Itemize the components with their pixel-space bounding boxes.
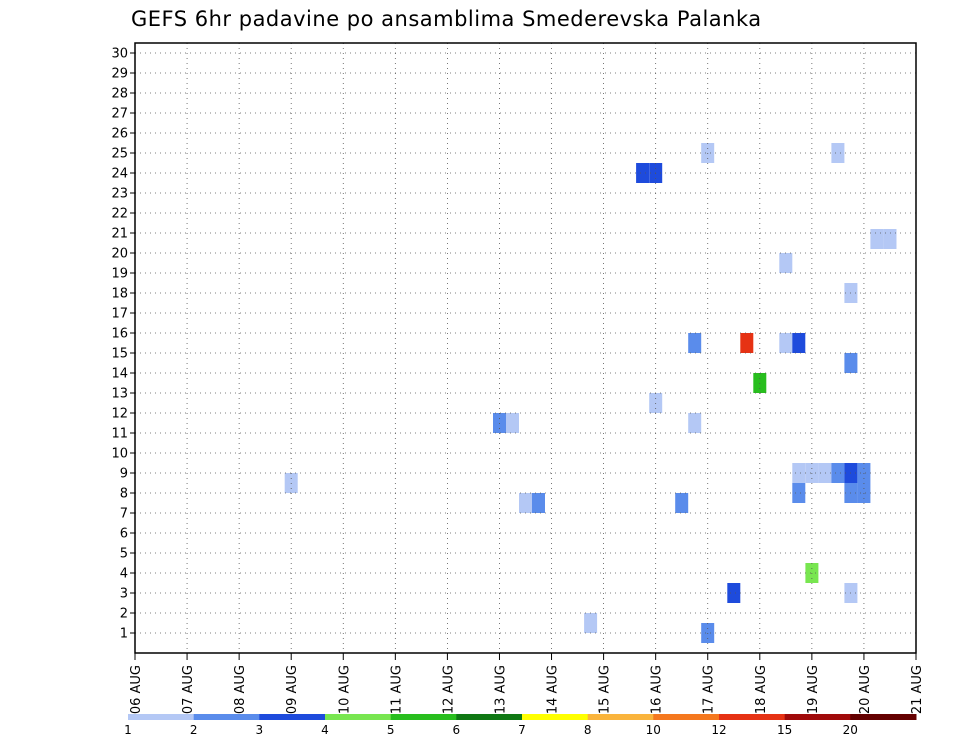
y-tick-label: 5 (120, 547, 128, 562)
precip-cell (779, 333, 793, 353)
y-tick-label: 23 (111, 187, 128, 202)
colorbar-label: 15 (777, 723, 792, 737)
x-tick-label: 11 AUG (389, 665, 404, 714)
x-tick-label: 18 AUG (754, 665, 769, 714)
colorbar-label: 6 (452, 723, 460, 737)
y-tick-label: 30 (111, 47, 128, 62)
y-tick-label: 16 (111, 327, 128, 342)
y-tick-label: 7 (120, 507, 128, 522)
y-tick-label: 19 (111, 267, 128, 282)
y-tick-label: 4 (120, 567, 128, 582)
plot-frame (134, 42, 917, 654)
colorbar-swatch (193, 714, 260, 720)
colorbar-swatch (128, 714, 195, 720)
precip-cell (870, 229, 884, 249)
x-tick-label: 21 AUG (910, 665, 925, 714)
y-tick-label: 14 (111, 367, 128, 382)
precip-cell (519, 493, 532, 513)
x-tick-label: 12 AUG (441, 665, 456, 714)
y-tick-label: 18 (111, 287, 128, 302)
precip-cell (688, 333, 702, 353)
y-tick-label: 21 (111, 227, 128, 242)
x-tick-label: 13 AUG (493, 665, 508, 714)
y-tick-label: 12 (111, 407, 128, 422)
x-tick-label: 10 AUG (337, 665, 352, 714)
x-axis: 06 AUG 07 AUG 08 AUG 09 AUG 10 AUG 11 AUG 12 A… (129, 653, 925, 714)
y-tick-label: 3 (120, 587, 128, 602)
x-tick-label: 19 AUG (806, 665, 821, 714)
precip-cell (883, 229, 897, 249)
colorbar-label: 2 (190, 723, 198, 737)
y-tick-label: 28 (111, 87, 128, 102)
colorbar-label: 7 (518, 723, 526, 737)
grid-layer (135, 43, 916, 653)
y-tick-label: 11 (111, 427, 128, 442)
y-tick-label: 8 (120, 487, 128, 502)
y-tick-label: 26 (111, 127, 128, 142)
precip-cell (740, 333, 754, 353)
y-axis: 1234567891011121314151617181920212223242… (111, 47, 135, 642)
y-tick-label: 1 (120, 627, 128, 642)
x-tick-label: 16 AUG (650, 665, 665, 714)
x-tick-label: 07 AUG (181, 665, 196, 714)
colorbar-swatch (390, 714, 457, 720)
precip-cell (844, 353, 858, 373)
colorbar-swatch (784, 714, 851, 720)
y-tick-label: 2 (120, 607, 128, 622)
precip-cell (779, 253, 793, 273)
precip-cell (506, 413, 519, 433)
colorbar: 1 2 3 4 5 6 7 8 10 12 15 20 (124, 714, 917, 737)
x-tick-label: 06 AUG (129, 665, 144, 714)
colorbar-label: 8 (584, 723, 592, 737)
colorbar-label: 4 (321, 723, 329, 737)
precip-cell (792, 333, 806, 353)
y-tick-label: 10 (111, 447, 128, 462)
colorbar-label: 3 (255, 723, 263, 737)
colorbar-swatch (522, 714, 589, 720)
colorbar-label: 5 (387, 723, 395, 737)
colorbar-label: 10 (646, 723, 661, 737)
precip-cell (636, 163, 650, 183)
colorbar-swatch (456, 714, 523, 720)
precip-cell (792, 483, 806, 503)
precip-cell (584, 613, 598, 633)
colorbar-label: 12 (711, 723, 726, 737)
x-tick-label: 09 AUG (285, 665, 300, 714)
colorbar-label: 20 (843, 723, 858, 737)
precip-cell (792, 463, 806, 483)
y-tick-label: 24 (111, 167, 128, 182)
x-tick-label: 20 AUG (858, 665, 873, 714)
precip-cell (818, 463, 832, 483)
colorbar-swatch (587, 714, 654, 720)
colorbar-swatch (259, 714, 326, 720)
precip-cell (675, 493, 689, 513)
x-tick-label: 17 AUG (702, 665, 717, 714)
x-tick-label: 15 AUG (598, 665, 613, 714)
y-tick-label: 25 (111, 147, 128, 162)
y-tick-label: 15 (111, 347, 128, 362)
precip-cell (831, 143, 845, 163)
colorbar-swatch (325, 714, 392, 720)
y-tick-label: 29 (111, 67, 128, 82)
chart-title: GEFS 6hr padavine po ansamblima Smederev… (131, 7, 762, 31)
y-tick-label: 9 (120, 467, 128, 482)
y-tick-label: 6 (120, 527, 128, 542)
y-tick-label: 27 (111, 107, 128, 122)
colorbar-swatch (653, 714, 720, 720)
colorbar-swatch (719, 714, 786, 720)
y-tick-label: 22 (111, 207, 128, 222)
colorbar-label: 1 (124, 723, 132, 737)
precip-cell (831, 463, 845, 483)
y-tick-label: 13 (111, 387, 128, 402)
precip-cell (532, 493, 545, 513)
x-tick-label: 14 AUG (546, 665, 561, 714)
x-tick-label: 08 AUG (233, 665, 248, 714)
y-tick-label: 17 (111, 307, 128, 322)
precip-cell (688, 413, 702, 433)
y-tick-label: 20 (111, 247, 128, 262)
colorbar-swatch (850, 714, 917, 720)
precip-cell (727, 583, 741, 603)
